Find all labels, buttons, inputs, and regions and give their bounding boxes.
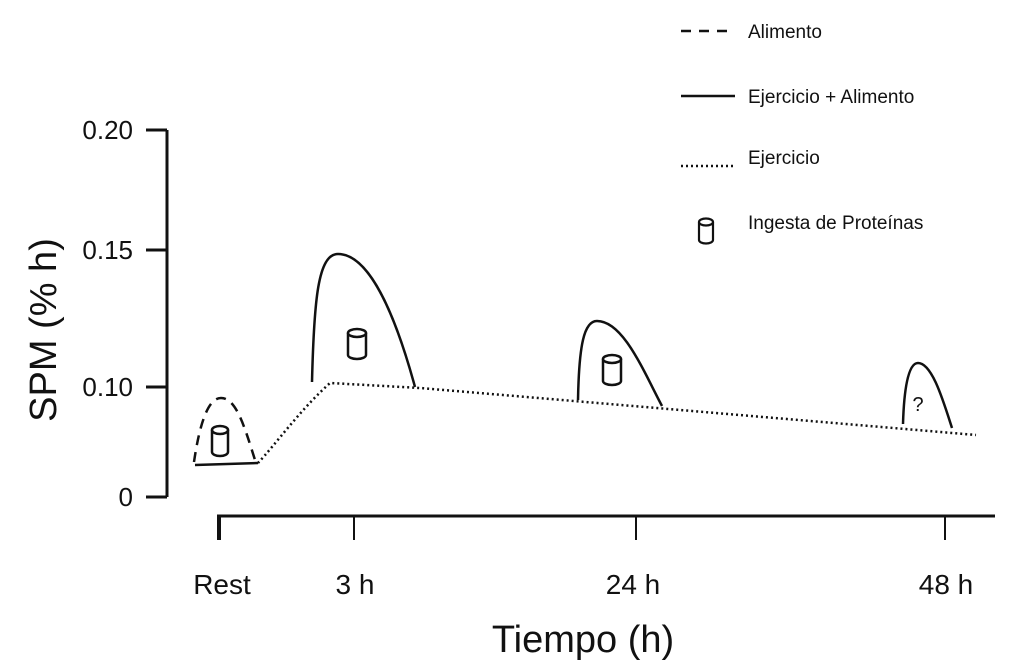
cylinder-top: [346, 327, 368, 339]
cylinder-top: [210, 424, 230, 436]
legend-label-protein: Ingesta de Proteínas: [748, 213, 923, 234]
legend-label-ejercicio-alimento: Ejercicio + Alimento: [748, 87, 914, 108]
cylinder-icon: [210, 430, 230, 458]
y-tick-label-0: 0: [119, 482, 133, 512]
y-axis-title: SPM (% h): [23, 238, 65, 422]
series-ejercicio-alimento-3h: [310, 252, 417, 388]
protein-marker-24h: [601, 353, 623, 387]
protein-marker-3h: [346, 327, 368, 361]
series-ejercicio-alimento-24h: [576, 319, 664, 407]
y-tick-label-015: 0.15: [82, 235, 133, 265]
legend: Alimento Ejercicio + Alimento Ejercicio …: [681, 22, 923, 245]
x-tick-label-48h: 48 h: [919, 569, 974, 600]
series-ejercicio-line: [257, 381, 977, 464]
x-tick-label-24h: 24 h: [606, 569, 661, 600]
series-ejercicio: [257, 381, 977, 464]
cylinder-icon: [346, 333, 368, 361]
x-axis: Rest 3 h 24 h 48 h: [193, 514, 995, 600]
y-axis: 0.20 0.15 0.10 0: [82, 115, 169, 512]
series-ejercicio-alimento: [194, 252, 954, 467]
cylinder-top: [697, 217, 715, 227]
x-axis-title: Tiempo (h): [492, 619, 674, 661]
x-tick-label-3h: 3 h: [336, 569, 375, 600]
annotation-question-48h: ?: [912, 394, 923, 416]
y-tick-label-010: 0.10: [82, 372, 133, 402]
series-alimento: [192, 396, 257, 463]
series-alimento-line: [192, 396, 257, 463]
cylinder-top: [601, 353, 623, 365]
series-ejercicio-alimento-rest: [194, 461, 259, 467]
series-ejercicio-alimento-48h: [901, 361, 954, 429]
legend-label-ejercicio: Ejercicio: [748, 148, 820, 169]
y-tick-label-020: 0.20: [82, 115, 133, 145]
legend-swatch-protein: [697, 217, 715, 245]
legend-label-alimento: Alimento: [748, 22, 822, 43]
x-tick-label-rest: Rest: [193, 569, 251, 600]
protein-marker-rest: [210, 424, 230, 458]
cylinder-icon: [601, 359, 623, 387]
cylinder-icon: [697, 222, 715, 245]
